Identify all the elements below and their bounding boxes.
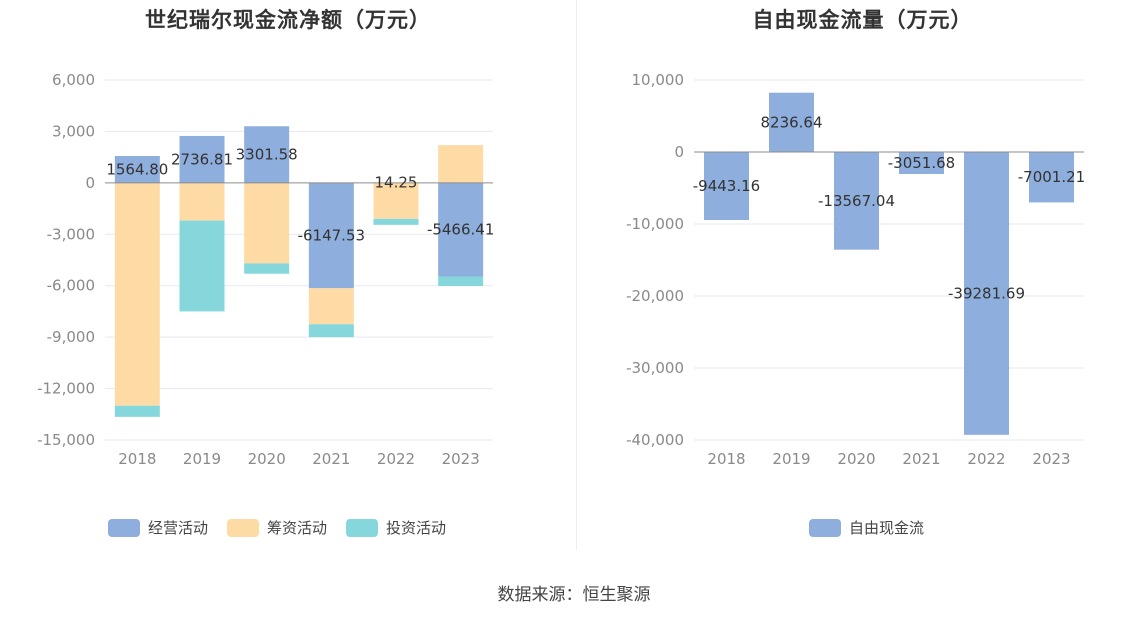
- panel-divider: [576, 0, 577, 550]
- y-tick-label: 10,000: [632, 71, 685, 89]
- bar-筹资活动: [114, 182, 160, 406]
- legend-swatch: [108, 519, 140, 537]
- data-label: -3051.68: [888, 154, 955, 172]
- bar-投资活动: [244, 263, 290, 274]
- bar-自由现金流: [964, 152, 1009, 435]
- bar-投资活动: [373, 218, 419, 225]
- x-tick-label: 2018: [118, 450, 156, 468]
- x-tick-label: 2018: [707, 450, 745, 468]
- x-tick-label: 2020: [837, 450, 875, 468]
- data-label: -9443.16: [693, 177, 760, 195]
- bar-自由现金流: [704, 152, 749, 220]
- y-tick-label: 0: [85, 174, 95, 192]
- data-label: -13567.04: [818, 192, 895, 210]
- y-tick-label: -9,000: [47, 328, 95, 346]
- bar-自由现金流: [899, 152, 944, 174]
- y-tick-label: -40,000: [626, 431, 684, 449]
- legend-label: 自由现金流: [849, 519, 924, 537]
- legend-swatch: [809, 519, 841, 537]
- y-tick-label: 3,000: [52, 122, 95, 140]
- data-label: 1564.80: [106, 160, 168, 178]
- bar-筹资活动: [244, 182, 290, 264]
- data-label: 8236.64: [760, 113, 822, 131]
- bar-经营活动: [308, 182, 354, 289]
- x-tick-label: 2019: [183, 450, 221, 468]
- y-tick-label: -15,000: [37, 431, 95, 449]
- y-tick-label: 6,000: [52, 71, 95, 89]
- y-tick-label: -10,000: [626, 215, 684, 233]
- x-tick-label: 2022: [967, 450, 1005, 468]
- bar-经营活动: [114, 156, 160, 183]
- legend-label: 投资活动: [386, 519, 446, 537]
- y-tick-label: -20,000: [626, 287, 684, 305]
- bar-自由现金流: [1029, 152, 1074, 203]
- y-tick-label: -3,000: [47, 225, 95, 243]
- bar-自由现金流: [834, 152, 879, 250]
- left-chart-panel: 世纪瑞尔现金流净额（万元） 6,000 3,000 0 -3,000 -6,000 -9,…: [0, 0, 576, 560]
- data-label: 3301.58: [236, 146, 298, 164]
- legend-label: 筹资活动: [267, 519, 327, 537]
- legend-swatch: [227, 519, 259, 537]
- legend-label: 经营活动: [148, 519, 208, 537]
- bar-经营活动: [179, 135, 225, 183]
- bar-筹资活动: [308, 288, 354, 325]
- left-chart-title: 世纪瑞尔现金流净额（万元）: [145, 8, 431, 32]
- data-label: -5466.41: [427, 221, 494, 239]
- x-tick-label: 2020: [248, 450, 286, 468]
- right-chart-title: 自由现金流量（万元）: [752, 8, 973, 32]
- data-label: 14.25: [375, 174, 418, 192]
- y-tick-label: -6,000: [47, 277, 95, 295]
- y-tick-label: -12,000: [37, 380, 95, 398]
- x-tick-label: 2019: [772, 450, 810, 468]
- bar-筹资活动: [438, 145, 484, 183]
- x-tick-label: 2021: [312, 450, 350, 468]
- right-chart-svg: 10,000 0 -10,000 -20,000 -30,000 -40,000 2018 2…: [626, 71, 1085, 537]
- bar-经营活动: [438, 182, 484, 277]
- bar-投资活动: [114, 405, 160, 417]
- legend-swatch: [346, 519, 378, 537]
- bar-经营活动: [244, 126, 290, 183]
- bar-自由现金流: [769, 92, 814, 152]
- y-tick-label: 0: [674, 143, 684, 161]
- data-label: -39281.69: [948, 284, 1025, 302]
- data-label: -7001.21: [1018, 168, 1085, 186]
- bar-筹资活动: [373, 182, 419, 219]
- y-tick-label: -30,000: [626, 359, 684, 377]
- data-source-caption: 数据来源：恒生聚源: [497, 585, 651, 605]
- bar-投资活动: [179, 220, 225, 312]
- x-tick-label: 2021: [902, 450, 940, 468]
- x-tick-label: 2023: [1032, 450, 1070, 468]
- data-label: -6147.53: [298, 227, 365, 245]
- bar-投资活动: [308, 324, 354, 338]
- bar-投资活动: [438, 276, 484, 286]
- x-tick-label: 2023: [442, 450, 480, 468]
- right-chart-panel: 自由现金流量（万元） 10,000 0 -10,000 -20,000 -30,000 -…: [577, 0, 1148, 560]
- left-chart-svg: 6,000 3,000 0 -3,000 -6,000 -9,000 -12,000 -15,…: [37, 71, 494, 537]
- x-tick-label: 2022: [377, 450, 415, 468]
- data-label: 2736.81: [171, 150, 233, 168]
- bar-筹资活动: [179, 182, 225, 221]
